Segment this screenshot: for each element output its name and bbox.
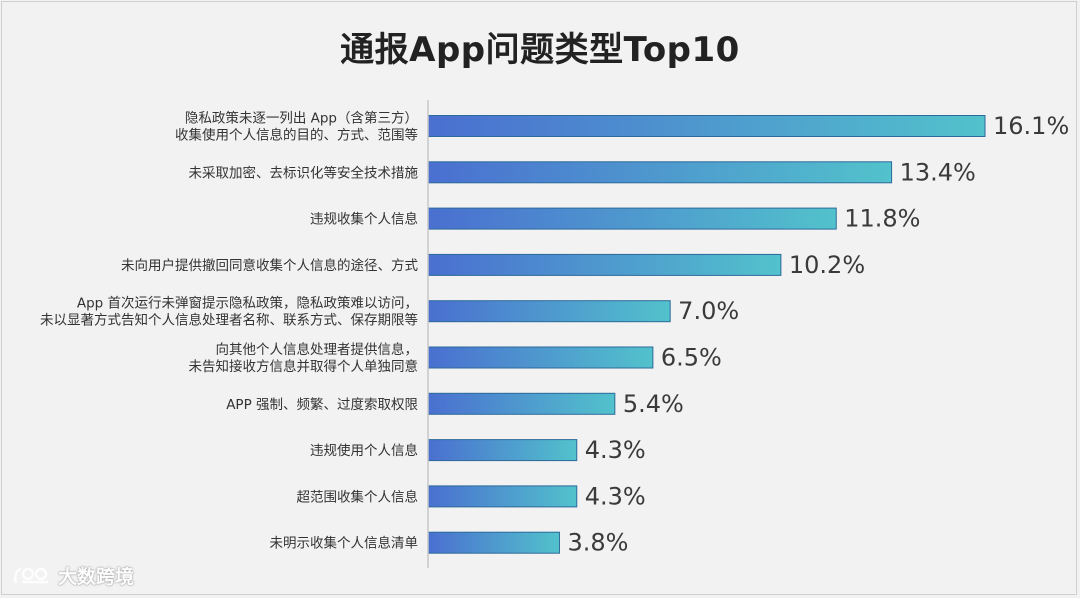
bar — [427, 207, 837, 230]
value-label: 10.2% — [789, 251, 865, 279]
value-label: 7.0% — [678, 297, 739, 325]
bar — [427, 392, 616, 415]
watermark: 大数跨境 — [12, 562, 134, 589]
value-label: 11.8% — [844, 205, 920, 233]
value-label: 4.3% — [585, 482, 646, 510]
watermark-text: 大数跨境 — [58, 566, 135, 588]
bar — [427, 115, 986, 137]
category-label: 违规收集个人信息 — [310, 211, 418, 228]
chart-title: 通报App问题类型Top10 — [340, 30, 740, 70]
bar — [427, 161, 893, 184]
bar — [427, 253, 782, 276]
value-label: 6.5% — [661, 344, 722, 372]
value-label: 13.4% — [900, 158, 976, 186]
value-label: 4.3% — [585, 436, 646, 464]
value-label: 3.8% — [567, 529, 628, 557]
category-label: 违规使用个人信息 — [310, 442, 418, 459]
logo-icon — [12, 565, 54, 587]
bar — [427, 485, 578, 508]
bars-group — [427, 115, 986, 554]
category-label: 未明示收集个人信息清单 — [270, 535, 419, 552]
bar — [427, 300, 671, 323]
category-label: 未采取加密、去标识化等安全技术措施 — [189, 164, 419, 181]
value-label: 5.4% — [623, 390, 684, 418]
bar — [427, 439, 578, 462]
category-label: 收集使用个人信息的目的、方式、范围等 — [175, 127, 418, 144]
category-labels-group: 隐私政策未逐一列出 App（含第三方）收集使用个人信息的目的、方式、范围等未采取… — [40, 110, 418, 552]
category-label: App 首次运行未弹窗提示隐私政策，隐私政策难以访问， — [77, 295, 418, 312]
value-labels-group: 16.1% 13.4% 11.8% 10.2% 7.0% 6.5% 5.4% 4.3% 4.3%… — [567, 112, 1069, 557]
bar — [427, 531, 560, 554]
category-label: 未向用户提供撤回同意收集个人信息的途径、方式 — [121, 257, 418, 274]
bar — [427, 346, 654, 369]
category-label: 向其他个人信息处理者提供信息， — [216, 341, 419, 358]
value-label: 16.1% — [993, 112, 1069, 140]
category-label: APP 强制、频繁、过度索取权限 — [226, 396, 418, 413]
category-label: 超范围收集个人信息 — [297, 488, 419, 505]
category-label: 隐私政策未逐一列出 App（含第三方） — [185, 110, 418, 127]
category-label: 未告知接收方信息并取得个人单独同意 — [189, 358, 419, 375]
category-label: 未以显著方式告知个人信息处理者名称、联系方式、保存期限等 — [40, 312, 418, 329]
